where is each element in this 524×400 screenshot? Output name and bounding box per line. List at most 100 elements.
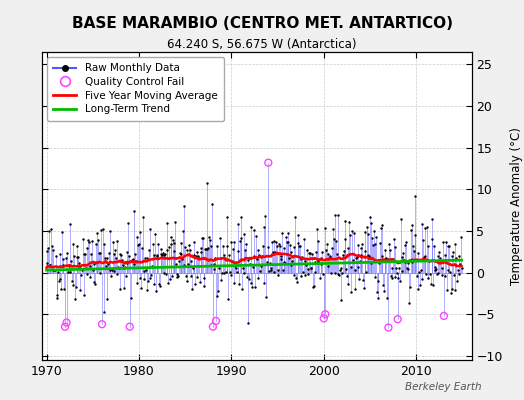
Point [318,248,326,255]
Point [139,276,148,282]
Point [366,214,374,220]
Point [80,292,89,298]
Point [217,277,225,284]
Point [265,268,274,274]
Point [195,255,203,261]
Point [92,230,101,237]
Point [403,266,412,272]
Point [430,243,438,249]
Point [339,252,347,258]
Point [160,252,169,258]
Point [107,273,115,279]
Point [287,261,295,268]
Point [363,224,371,230]
Point [68,278,76,285]
Point [69,282,78,288]
Point [299,268,307,275]
Point [210,261,218,267]
Point [279,244,288,251]
Point [351,266,359,273]
Point [179,262,188,268]
Point [381,247,389,253]
Point [45,227,53,234]
Point [261,213,269,220]
Point [400,258,409,265]
Point [383,295,391,302]
Point [413,286,422,292]
Point [384,256,392,262]
Point [108,267,116,273]
Point [286,242,294,248]
Point [325,254,333,261]
Point [346,231,354,238]
Point [100,241,108,247]
Point [356,257,364,264]
Point [439,239,447,245]
Point [57,285,66,292]
Point [451,286,460,293]
Point [133,280,141,286]
Point [158,252,166,258]
Point [46,262,54,268]
Point [112,255,120,261]
Point [316,275,324,281]
Point [88,238,96,244]
Point [222,269,230,275]
Point [351,286,359,292]
Point [349,257,357,263]
Point [209,324,217,330]
Point [447,286,456,292]
Point [76,286,84,293]
Point [300,258,309,264]
Point [292,275,300,282]
Point [172,261,180,268]
Point [282,239,291,245]
Point [187,273,195,279]
Point [316,255,325,262]
Point [420,254,428,260]
Point [114,263,122,270]
Point [404,260,412,266]
Point [274,266,282,273]
Point [441,273,449,280]
Point [367,259,376,266]
Point [66,221,74,227]
Point [443,243,452,249]
Point [74,254,82,260]
Point [122,273,130,279]
Point [257,263,266,270]
Point [178,256,186,262]
Point [236,214,245,220]
Point [181,244,189,250]
Point [454,266,462,273]
Point [225,252,233,258]
Y-axis label: Temperature Anomaly (°C): Temperature Anomaly (°C) [510,127,523,285]
Point [417,267,425,273]
Point [416,282,424,288]
Point [215,265,223,272]
Point [407,227,415,234]
Point [382,255,390,261]
Point [428,216,436,222]
Point [243,274,251,280]
Point [204,245,212,251]
Point [264,244,272,250]
Point [192,253,200,259]
Point [264,160,272,166]
Point [119,285,128,291]
Point [136,275,144,281]
Point [202,246,211,252]
Point [43,260,51,267]
Point [305,250,313,257]
Point [271,249,279,256]
Point [426,271,434,278]
Point [151,231,159,237]
Point [192,248,201,255]
Point [401,242,410,248]
Point [425,258,433,264]
Point [102,263,110,269]
Point [75,260,83,266]
Point [100,309,108,315]
Point [174,272,182,279]
Point [56,251,64,258]
